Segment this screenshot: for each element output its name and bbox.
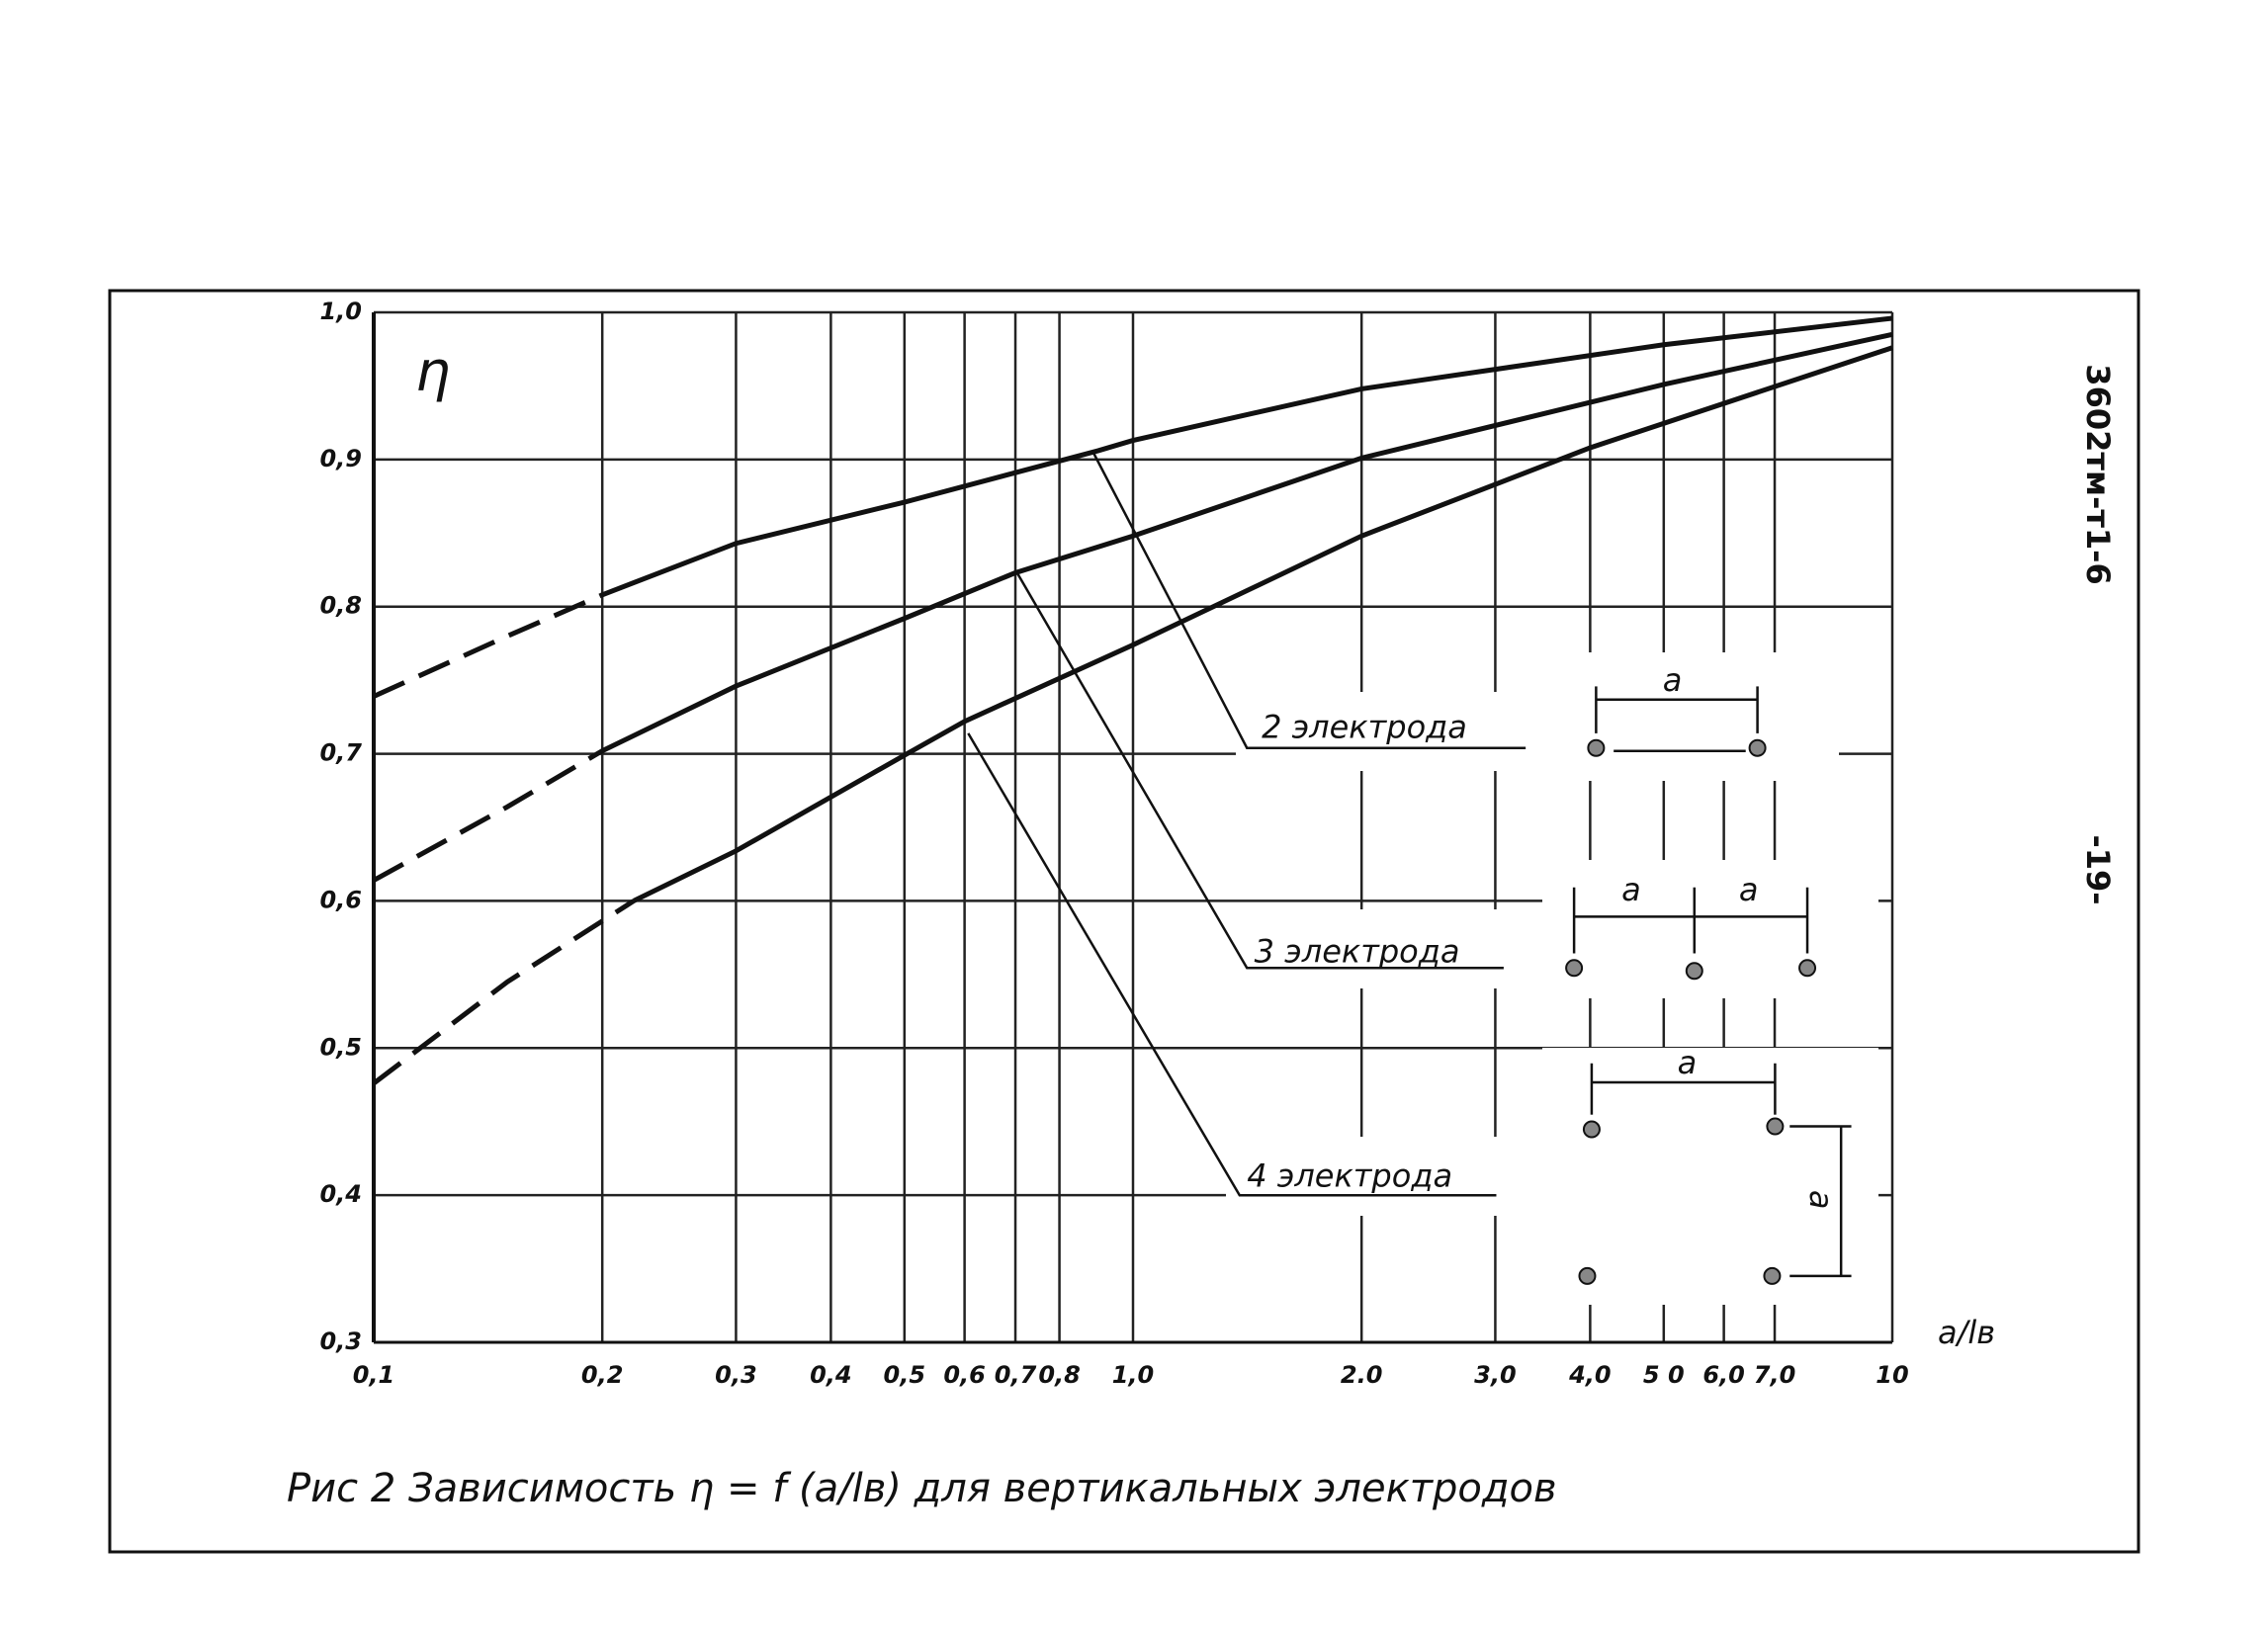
y-tick-label: 0,5 — [319, 1033, 362, 1061]
y-tick-label: 0,7 — [319, 739, 362, 767]
electrode — [1798, 959, 1817, 978]
electrode — [1578, 1266, 1597, 1285]
curve — [372, 748, 604, 883]
curve — [372, 899, 636, 1086]
x-tick-label: 1,0 — [1112, 1361, 1155, 1389]
electrode — [1766, 1117, 1785, 1136]
label-background — [1226, 1137, 1602, 1216]
caption: Рис 2 Зависимость η = f (a/lв) для верти… — [287, 1466, 1557, 1511]
leader-line — [1091, 451, 1527, 749]
electrode — [1748, 738, 1767, 757]
spacing-label: a — [1621, 871, 1641, 908]
x-tick-label: 0,3 — [715, 1361, 757, 1389]
electrode — [1685, 962, 1703, 981]
frame — [108, 289, 2140, 1554]
spacing-label: a — [1663, 661, 1683, 699]
x-tick-label: 0,6 — [943, 1361, 986, 1389]
y-axis-label: η — [415, 340, 451, 404]
document-code: 3602тм-т1-6 — [2079, 364, 2117, 584]
curve — [632, 345, 1893, 903]
electrode — [1582, 1120, 1601, 1139]
electrode — [1587, 738, 1606, 757]
x-tick-label: 4,0 — [1568, 1361, 1612, 1389]
y-tick-label: 0,9 — [319, 445, 362, 472]
curve-label: 3 электрода — [1255, 932, 1460, 970]
x-axis-label: a/lв — [1938, 1314, 1995, 1351]
curve — [372, 592, 604, 699]
electrode — [1565, 959, 1584, 978]
x-tick-label: 5 0 — [1643, 1361, 1685, 1389]
page-number: -19- — [2079, 834, 2117, 904]
leader-line — [1015, 571, 1504, 970]
label-background — [1542, 652, 1839, 781]
x-tick-label: 6,0 — [1702, 1361, 1745, 1389]
x-tick-label: 0,8 — [1038, 1361, 1081, 1389]
y-tick-label: 0,8 — [319, 592, 362, 620]
x-tick-label: 10 — [1875, 1361, 1908, 1389]
curve — [601, 315, 1893, 598]
curve — [601, 331, 1893, 753]
spacing-label: a — [1678, 1044, 1698, 1081]
x-tick-label: 0,1 — [353, 1361, 395, 1389]
y-tick-label: 0,6 — [319, 886, 362, 913]
x-tick-label: 3,0 — [1474, 1361, 1517, 1389]
x-tick-label: 0,5 — [884, 1361, 926, 1389]
y-tick-label: 0,3 — [319, 1327, 362, 1355]
label-background — [1542, 860, 1878, 998]
x-tick-label: 7,0 — [1754, 1361, 1796, 1389]
leader-line — [967, 732, 1497, 1197]
x-tick-label: 2.0 — [1341, 1361, 1383, 1389]
curve-label: 2 электрода — [1262, 708, 1467, 745]
x-tick-label: 0,4 — [810, 1361, 852, 1389]
x-tick-label: 0,2 — [581, 1361, 624, 1389]
y-tick-label: 1,0 — [319, 298, 362, 325]
label-background — [1542, 1048, 1878, 1305]
curve-label: 4 электрода — [1247, 1156, 1452, 1194]
spacing-label: a — [1802, 1190, 1840, 1210]
y-tick-label: 0,4 — [319, 1180, 362, 1208]
x-tick-label: 0,7 — [995, 1361, 1037, 1389]
spacing-label: a — [1739, 871, 1759, 908]
electrode — [1763, 1266, 1782, 1285]
